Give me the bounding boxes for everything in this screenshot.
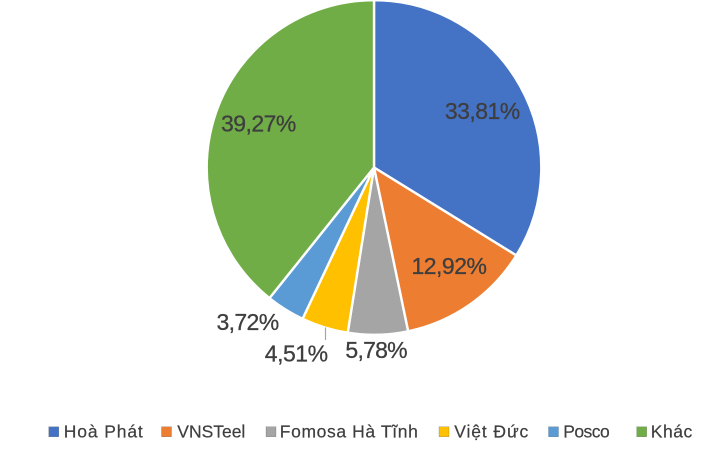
svg-text:33,81%: 33,81% [445,98,520,124]
svg-text:39,27%: 39,27% [221,111,296,137]
svg-text:5,78%: 5,78% [345,337,407,363]
svg-text:12,92%: 12,92% [411,253,487,279]
svg-text:4,51%: 4,51% [265,341,328,367]
svg-text:Khác: Khác [651,422,693,442]
svg-text:3,72%: 3,72% [216,309,279,335]
svg-text:Fomosa Hà Tĩnh: Fomosa Hà Tĩnh [280,422,418,442]
svg-text:Posco: Posco [563,422,610,442]
svg-text:VNSTeel: VNSTeel [177,422,245,442]
svg-text:Hoà Phát: Hoà Phát [64,422,143,442]
svg-text:Việt Đức: Việt Đức [454,422,528,442]
